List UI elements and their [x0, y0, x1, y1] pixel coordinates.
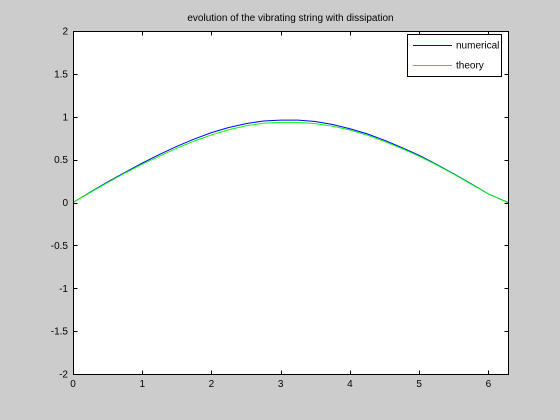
y-tick-label: -2	[59, 370, 68, 381]
y-tick-label: -0.5	[51, 241, 69, 252]
ticks-layer: 0 1 2 3 4 5 6 -2 -1.5 -1 -0.5 0 0.5 1 1.5 2	[51, 27, 509, 390]
series-layer	[72, 119, 509, 203]
legend-box	[407, 34, 502, 77]
y-tick-label: 1.5	[54, 69, 68, 80]
y-tick-label: -1	[59, 284, 68, 295]
x-tick-label: 6	[486, 379, 492, 390]
x-tick-label: 5	[416, 379, 422, 390]
x-tick-label: 0	[70, 379, 76, 390]
axes-background	[73, 31, 508, 374]
x-tick-label: 1	[139, 379, 145, 390]
y-tick-label: 0	[62, 198, 68, 209]
legend-label-numerical: numerical	[456, 41, 499, 52]
y-tick-label: -1.5	[51, 327, 69, 338]
legend: numerical theory	[407, 34, 502, 77]
series-line-theory	[72, 121, 509, 203]
y-tick-label: 0.5	[54, 155, 68, 166]
legend-label-theory: theory	[456, 61, 484, 72]
x-tick-label: 2	[209, 379, 215, 390]
y-tick-label: 2	[62, 27, 68, 38]
x-tick-label: 4	[347, 379, 353, 390]
x-tick-label: 3	[278, 379, 284, 390]
chart-title: evolution of the vibrating string with d…	[187, 13, 393, 24]
y-tick-label: 1	[62, 112, 68, 123]
